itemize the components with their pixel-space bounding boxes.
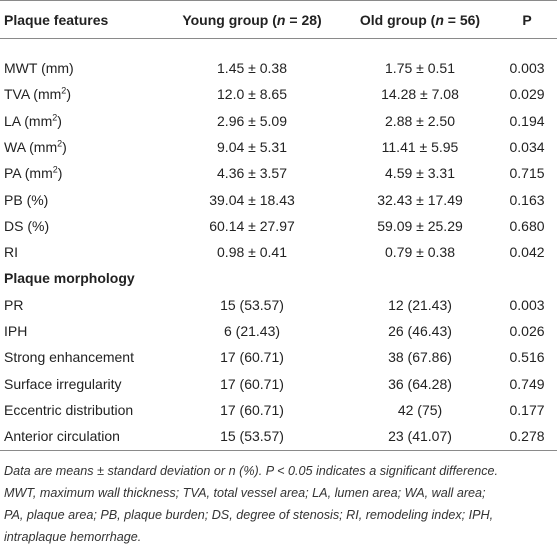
table-cell: 11.41 ± 5.95 (381, 138, 459, 155)
text-part: ) (62, 138, 67, 155)
table-cell: 17 (60.71) (220, 375, 284, 392)
table-cell: WA (mm2) (4, 138, 67, 156)
table-cell: 17 (60.71) (220, 401, 284, 418)
table-cell: 0.749 (509, 375, 545, 392)
text-part: = 56) (443, 12, 481, 28)
table-cell: 0.029 (509, 86, 545, 103)
table-cell: PB (%) (4, 191, 49, 208)
table-cell: Strong enhancement (4, 349, 134, 366)
table-cell: PA (mm2) (4, 164, 62, 182)
table-cell: 0.003 (509, 60, 545, 76)
table-cell: 36 (64.28) (388, 375, 452, 392)
top-rule (0, 0, 557, 1)
text-part: LA (mm (4, 112, 53, 129)
table-cell: 0.715 (509, 165, 545, 182)
text-part: 2 (61, 85, 67, 96)
text-part: ) (57, 165, 63, 182)
table-cell: 1.45 ± 0.38 (217, 60, 287, 76)
text-part: ) (66, 86, 71, 103)
table-cell: 38 (67.86) (388, 349, 452, 366)
table-cell: 0.163 (509, 191, 545, 208)
table-cell: 12.0 ± 8.65 (217, 86, 287, 103)
table-cell: 59.09 ± 25.29 (377, 217, 463, 234)
header-rule (0, 38, 557, 39)
text-part: n (276, 12, 286, 28)
header-cell: Old group (n = 56) (360, 11, 480, 29)
text-part: 2 (57, 138, 63, 149)
footnote-line: Data are means ± standard deviation or n… (4, 464, 499, 478)
table-cell: 0.516 (509, 349, 545, 366)
text-part: ) (57, 112, 62, 129)
table-cell: 0.026 (509, 323, 545, 339)
table-cell: 42 (75) (397, 401, 443, 418)
table-cell: Eccentric distribution (4, 401, 134, 418)
text-part: = 28) (285, 12, 322, 28)
text-part: n (435, 12, 444, 28)
table-cell: RI (4, 244, 18, 261)
table-cell: 0.194 (509, 112, 545, 129)
table-cell: IPH (4, 323, 28, 339)
text-part: 2 (52, 164, 58, 175)
text-part: 2 (52, 111, 58, 122)
table-cell: 2.88 ± 2.50 (385, 112, 455, 129)
table-cell: 60.14 ± 27.97 (209, 217, 295, 234)
table-cell: Anterior circulation (4, 428, 120, 445)
table-cell: LA (mm2) (4, 112, 62, 130)
table-cell: 0.042 (509, 244, 545, 261)
table-cell: 17 (60.71) (220, 349, 284, 366)
table-cell: 0.98 ± 0.41 (217, 244, 287, 261)
text-part: TVA (mm (4, 86, 62, 103)
table-cell: 23 (41.07) (388, 428, 452, 445)
table-cell: 12 (21.43) (388, 296, 452, 313)
footnote-line: MWT, maximum wall thickness; TVA, total … (4, 486, 486, 500)
text-part: WA (mm (4, 138, 58, 155)
header-cell: Plaque features (4, 12, 109, 28)
text-part: Old group ( (359, 12, 436, 28)
text-part: PA (mm (4, 165, 53, 182)
table-cell: 0.278 (509, 428, 545, 445)
footnote-line: PA, plaque area; PB, plaque burden; DS, … (4, 508, 494, 522)
bottom-rule (0, 450, 557, 451)
table-cell: 2.96 ± 5.09 (217, 112, 287, 129)
section-label: Plaque morphology (4, 270, 135, 287)
table-cell: 15 (53.57) (220, 296, 284, 313)
table-cell: TVA (mm2) (4, 85, 71, 103)
header-cell: Young group (n = 28) (182, 11, 321, 29)
text-part: Young group ( (182, 12, 277, 28)
table-cell: 39.04 ± 18.43 (209, 191, 295, 208)
table-cell: 4.59 ± 3.31 (385, 165, 455, 182)
table-cell: 15 (53.57) (220, 428, 284, 445)
table-cell: 0.003 (509, 296, 545, 313)
table-cell: 32.43 ± 17.49 (377, 191, 463, 208)
table-cell: 6 (21.43) (223, 323, 281, 339)
footnote-line: intraplaque hemorrhage. (4, 530, 142, 544)
table-cell: Surface irregularity (4, 375, 122, 392)
table-cell: DS (%) (4, 217, 50, 234)
header-cell: P (522, 12, 532, 28)
table-cell: 1.75 ± 0.51 (385, 60, 455, 76)
table-cell: 14.28 ± 7.08 (381, 86, 459, 103)
table-cell: 9.04 ± 5.31 (217, 138, 287, 155)
table-cell: 0.680 (509, 217, 545, 234)
table-cell: PR (4, 296, 24, 313)
table-cell: 0.177 (509, 401, 545, 418)
table-cell: 4.36 ± 3.57 (217, 165, 287, 182)
table-cell: MWT (mm) (4, 60, 74, 76)
table-cell: 26 (46.43) (388, 323, 452, 339)
table-cell: 0.79 ± 0.38 (385, 244, 455, 261)
table-cell: 0.034 (509, 138, 545, 155)
